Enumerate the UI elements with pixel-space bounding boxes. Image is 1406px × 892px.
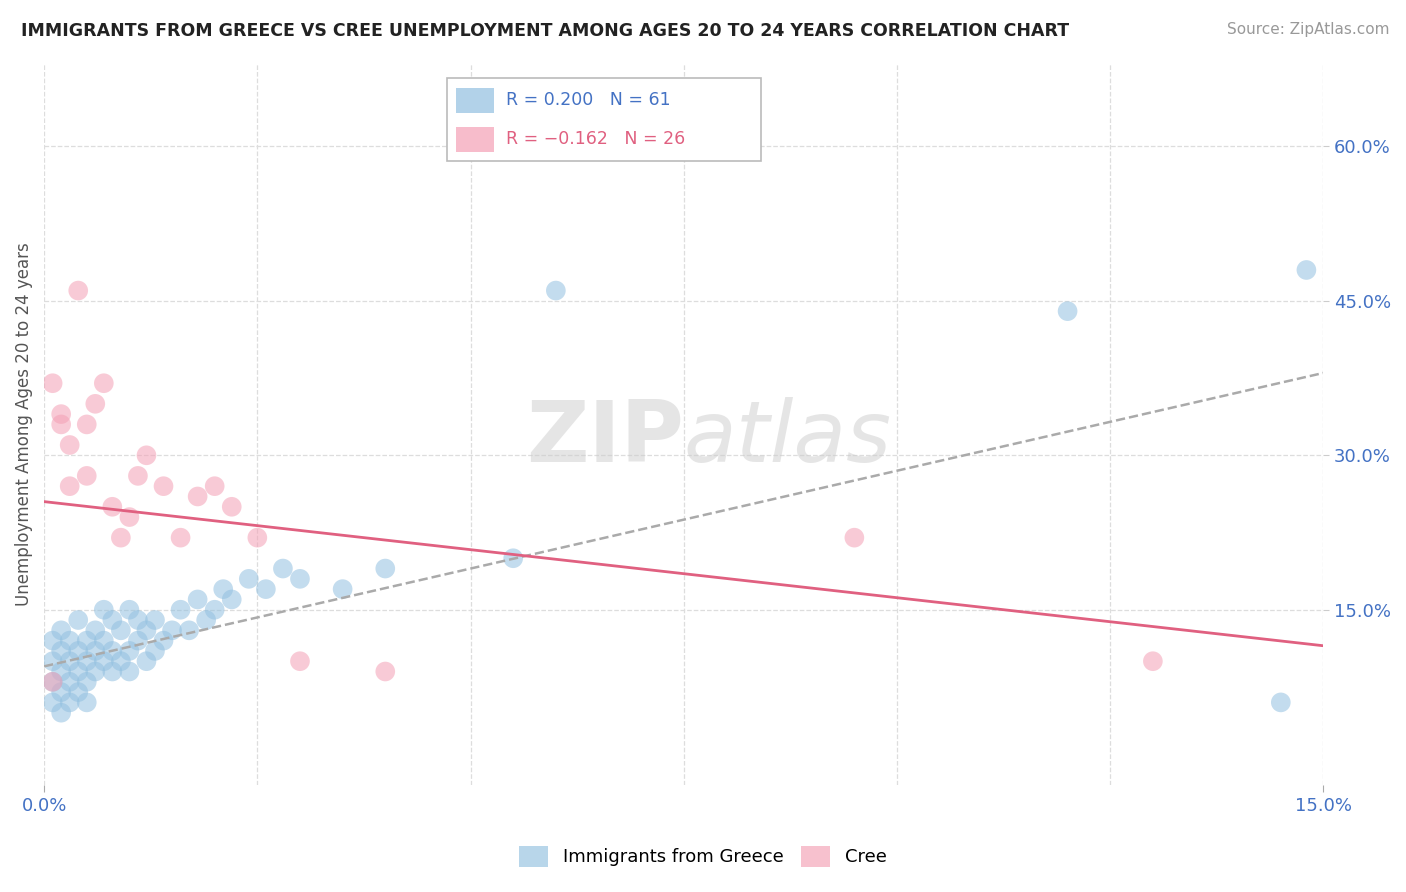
- Point: [143, 613, 166, 627]
- Point: [67, 665, 90, 679]
- Point: [41, 695, 63, 709]
- Point: [84, 397, 107, 411]
- Point: [110, 654, 132, 668]
- Point: [59, 654, 82, 668]
- Point: [59, 633, 82, 648]
- Point: [246, 531, 269, 545]
- Point: [51, 644, 73, 658]
- Point: [110, 624, 132, 638]
- Point: [76, 695, 98, 709]
- Text: Source: ZipAtlas.com: Source: ZipAtlas.com: [1226, 22, 1389, 37]
- Point: [135, 448, 157, 462]
- Point: [101, 644, 124, 658]
- Point: [118, 603, 141, 617]
- Y-axis label: Unemployment Among Ages 20 to 24 years: Unemployment Among Ages 20 to 24 years: [15, 243, 32, 607]
- Point: [59, 695, 82, 709]
- Point: [51, 685, 73, 699]
- Point: [135, 654, 157, 668]
- Text: R = −0.162   N = 26: R = −0.162 N = 26: [506, 130, 685, 148]
- FancyBboxPatch shape: [447, 78, 761, 161]
- Point: [1142, 654, 1164, 668]
- Text: ZIP: ZIP: [526, 397, 683, 480]
- Point: [204, 479, 226, 493]
- Point: [93, 654, 115, 668]
- Point: [1270, 695, 1292, 709]
- Point: [51, 407, 73, 421]
- Text: IMMIGRANTS FROM GREECE VS CREE UNEMPLOYMENT AMONG AGES 20 TO 24 YEARS CORRELATIO: IMMIGRANTS FROM GREECE VS CREE UNEMPLOYM…: [21, 22, 1069, 40]
- Point: [51, 624, 73, 638]
- Point: [101, 665, 124, 679]
- Point: [41, 633, 63, 648]
- Point: [127, 613, 149, 627]
- Point: [288, 654, 311, 668]
- Point: [204, 603, 226, 617]
- Text: atlas: atlas: [683, 397, 891, 480]
- Point: [271, 561, 294, 575]
- Point: [118, 510, 141, 524]
- Point: [67, 644, 90, 658]
- Legend: Immigrants from Greece, Cree: Immigrants from Greece, Cree: [512, 838, 894, 874]
- Point: [51, 706, 73, 720]
- Point: [118, 644, 141, 658]
- Point: [332, 582, 354, 596]
- Point: [101, 613, 124, 627]
- Point: [67, 284, 90, 298]
- Point: [41, 674, 63, 689]
- FancyBboxPatch shape: [456, 127, 495, 152]
- Point: [169, 531, 191, 545]
- Point: [41, 674, 63, 689]
- Point: [544, 284, 567, 298]
- Point: [187, 592, 209, 607]
- Point: [76, 469, 98, 483]
- Point: [59, 674, 82, 689]
- Point: [1295, 263, 1317, 277]
- Text: R = 0.200   N = 61: R = 0.200 N = 61: [506, 91, 671, 109]
- Point: [127, 469, 149, 483]
- Point: [67, 613, 90, 627]
- Point: [118, 665, 141, 679]
- Point: [374, 665, 396, 679]
- Point: [41, 654, 63, 668]
- Point: [143, 644, 166, 658]
- Point: [212, 582, 235, 596]
- Point: [110, 531, 132, 545]
- Point: [844, 531, 866, 545]
- Point: [254, 582, 277, 596]
- Point: [51, 665, 73, 679]
- Point: [93, 376, 115, 391]
- Point: [101, 500, 124, 514]
- Point: [84, 644, 107, 658]
- Point: [502, 551, 524, 566]
- Point: [76, 633, 98, 648]
- Point: [195, 613, 218, 627]
- Point: [59, 479, 82, 493]
- Point: [84, 665, 107, 679]
- Point: [169, 603, 191, 617]
- Point: [238, 572, 260, 586]
- Point: [84, 624, 107, 638]
- FancyBboxPatch shape: [456, 87, 495, 113]
- Point: [187, 490, 209, 504]
- Point: [59, 438, 82, 452]
- Point: [135, 624, 157, 638]
- Point: [177, 624, 200, 638]
- Point: [93, 633, 115, 648]
- Point: [76, 417, 98, 432]
- Point: [374, 561, 396, 575]
- Point: [1056, 304, 1078, 318]
- Point: [67, 685, 90, 699]
- Point: [76, 674, 98, 689]
- Point: [93, 603, 115, 617]
- Point: [41, 376, 63, 391]
- Point: [221, 500, 243, 514]
- Point: [127, 633, 149, 648]
- Point: [51, 417, 73, 432]
- Point: [221, 592, 243, 607]
- Point: [160, 624, 183, 638]
- Point: [288, 572, 311, 586]
- Point: [76, 654, 98, 668]
- Point: [152, 633, 174, 648]
- Point: [152, 479, 174, 493]
